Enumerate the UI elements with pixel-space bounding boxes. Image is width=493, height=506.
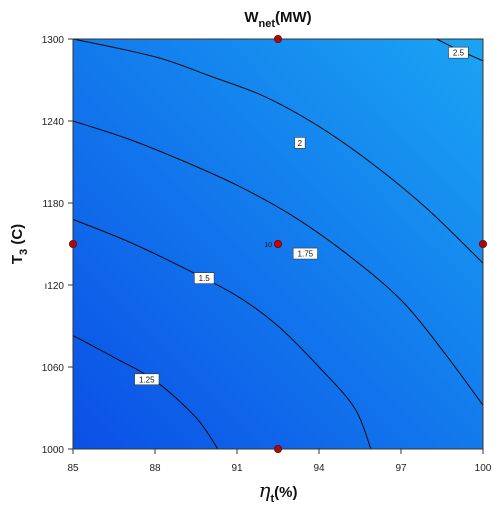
chart-title-suffix: (MW) [275, 9, 312, 26]
x-axis-title-suffix: (%) [274, 484, 297, 501]
contour-label-2: 1.75 [298, 250, 314, 259]
contour-label-box-2 [292, 247, 318, 260]
y-tick-label-0: 1000 [42, 445, 65, 456]
x-tick-label-0: 85 [67, 463, 79, 474]
y-axis-title-subscript: 3 [18, 249, 30, 255]
contour-label-box-1 [194, 272, 215, 284]
contour-layer: 1.25 1.5 1.75 2 2.5 [72, 38, 484, 450]
chart-title-subscript: net [259, 18, 276, 30]
y-tick-label-1: 1060 [42, 363, 65, 374]
plot-frame [72, 38, 484, 450]
contour-line-2 [72, 120, 484, 406]
contour-label-box-0 [134, 373, 160, 386]
contour-label-4: 2.5 [453, 49, 465, 58]
x-tick-label-5: 100 [475, 463, 492, 474]
y-axis-title-main: T [9, 255, 26, 264]
contour-label-0: 1.25 [139, 375, 155, 384]
contour-line-3 [72, 38, 484, 264]
x-axis-title: ηt(%) [259, 478, 298, 505]
y-tick-label-2: ı120 [45, 281, 65, 292]
contour-label-box-3 [294, 137, 306, 149]
chart-title: Wnet(MW) [244, 9, 311, 30]
chart-title-main: W [244, 9, 259, 26]
y-axis-title: T3 (C) [9, 224, 30, 264]
contour-label-1: 1.5 [199, 274, 211, 283]
contour-line-1 [72, 218, 372, 450]
x-tick-label-1: 88 [149, 463, 161, 474]
center-point-label: 10 [264, 242, 272, 249]
x-tick-label-4: 97 [395, 463, 407, 474]
x-axis-title-subscript: t [270, 493, 274, 505]
contour-label-box-4 [448, 46, 469, 59]
y-axis-title-suffix: (C) [9, 224, 26, 249]
x-tick-label-3: 94 [313, 463, 325, 474]
y-tick-label-5: 1300 [42, 35, 65, 46]
y-tick-label-3: 1180 [42, 199, 64, 210]
x-axis-title-symbol: η [259, 478, 271, 502]
contour-label-3: 2 [298, 139, 303, 148]
design-point-1 [273, 239, 282, 248]
tick-layer: 85 88 91 94 97 100 1000 1060 ı120 1180 1240 1300 [42, 35, 492, 474]
y-tick-label-4: 1240 [42, 117, 65, 128]
x-tick-label-2: 91 [231, 463, 243, 474]
